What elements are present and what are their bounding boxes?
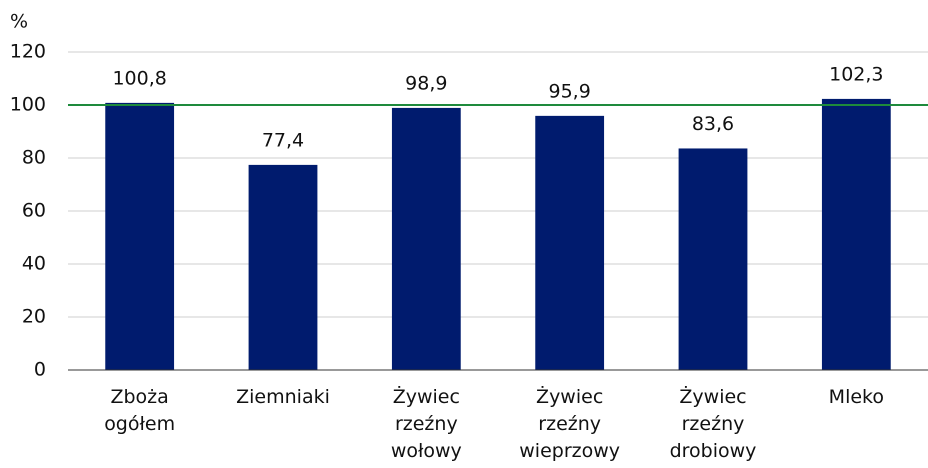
bar [391, 107, 461, 370]
x-tick-label-box: Żywiec rzeźny wołowy [390, 386, 462, 462]
value-label: 100,8 [112, 67, 166, 89]
y-tick-label: 100 [10, 94, 46, 116]
x-tick-label: Zboża ogółem [104, 386, 176, 435]
y-unit: % [10, 11, 28, 33]
y-tick-label: 0 [34, 359, 46, 381]
x-tick-label-box: Ziemniaki [236, 386, 330, 408]
bar [248, 164, 318, 370]
bar [821, 98, 891, 370]
y-tick-label: 80 [22, 147, 46, 169]
y-tick-label: 120 [10, 41, 46, 63]
y-tick-label: 40 [22, 253, 46, 275]
value-label: 95,9 [549, 80, 591, 102]
x-tick-label: Żywiec rzeźny wieprzowy [519, 386, 621, 462]
x-tick-label: Mleko [828, 386, 884, 408]
y-tick-label: 60 [22, 200, 46, 222]
x-tick-label: Ziemniaki [236, 386, 330, 408]
bar [535, 115, 605, 371]
value-label: 77,4 [262, 129, 304, 151]
x-tick-label-box: Zboża ogółem [104, 386, 176, 435]
value-label: 102,3 [829, 63, 883, 85]
y-tick-label: 20 [22, 306, 46, 328]
bar [678, 148, 748, 370]
x-tick-label: Żywiec rzeźny wołowy [390, 386, 462, 462]
x-tick-label-box: Żywiec rzeźny drobiowy [669, 386, 757, 462]
x-tick-label-box: Mleko [828, 386, 884, 408]
value-label: 83,6 [692, 113, 734, 135]
value-label: 98,9 [405, 72, 447, 94]
bar [105, 102, 175, 370]
x-tick-label-box: Żywiec rzeźny wieprzowy [519, 386, 621, 462]
x-tick-label: Żywiec rzeźny drobiowy [669, 386, 757, 462]
